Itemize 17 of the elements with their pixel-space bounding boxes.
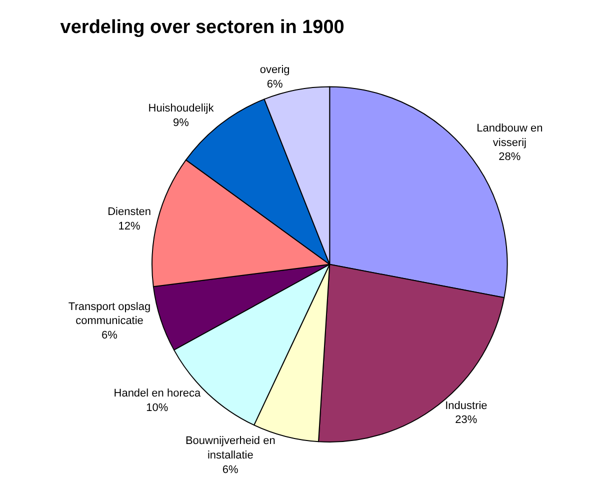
data-label: 28%: [498, 151, 521, 164]
data-label: 10%: [146, 402, 168, 414]
slice-label: Transport opslag communicatie: [68, 300, 151, 328]
data-label: 6%: [102, 330, 118, 342]
data-label: 12%: [118, 220, 141, 233]
slice-label: Industrie: [445, 400, 488, 412]
slice-label: Handel en horeca: [114, 388, 202, 400]
slice-label: Diensten: [108, 206, 152, 218]
slice-label: Huishoudelijk: [148, 102, 214, 115]
slice-label: overig: [260, 64, 290, 76]
chart-title: verdeling over sectoren in 1900: [60, 17, 344, 38]
slice-label: Landbouw en visserij: [476, 122, 543, 149]
data-label: 6%: [266, 78, 283, 90]
data-label: 23%: [455, 414, 478, 426]
slice-label: Bouwnijverheid en installatie: [185, 435, 276, 462]
data-label: 9%: [173, 116, 190, 129]
data-label: 6%: [222, 464, 239, 476]
